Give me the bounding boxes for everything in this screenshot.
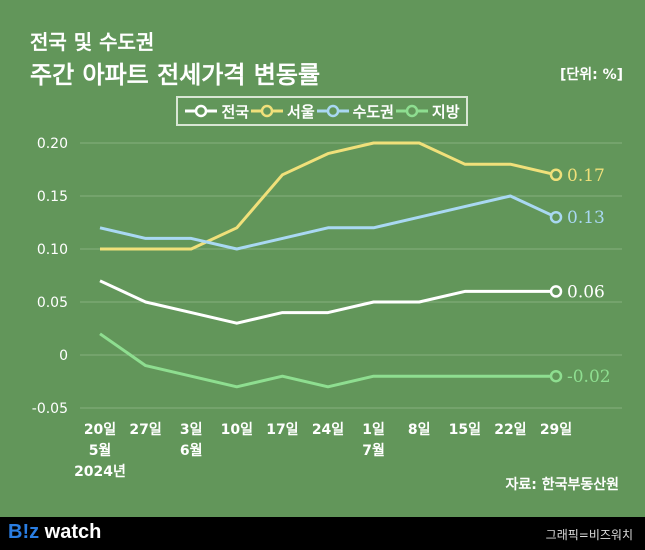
graphic-credit: 그래픽=비즈워치 bbox=[545, 528, 633, 542]
month-label: 6월 bbox=[180, 442, 203, 459]
chart-title-line2: 주간 아파트 전세가격 변동률 bbox=[30, 61, 321, 89]
legend-item: 지방 bbox=[395, 101, 460, 122]
legend-label: 지방 bbox=[431, 102, 460, 121]
legend-item: 전국 bbox=[184, 101, 249, 122]
month-label: 7월 bbox=[362, 442, 385, 459]
series-line-서울 bbox=[100, 141, 557, 251]
legend-marker-icon bbox=[251, 104, 284, 118]
x-tick-label: 24일 bbox=[312, 422, 344, 438]
legend-label: 수도권 bbox=[352, 102, 394, 121]
x-tick-label: 3일 bbox=[180, 422, 203, 438]
x-tick-label: 17일 bbox=[266, 422, 298, 438]
legend: 전국 서울 수도권 지방 bbox=[176, 96, 468, 126]
series-line-수도권 bbox=[99, 194, 557, 251]
end-value-label: 0.06 bbox=[567, 282, 605, 302]
legend-item: 수도권 bbox=[316, 101, 394, 122]
legend-marker-icon bbox=[185, 104, 218, 118]
series-line-전국 bbox=[99, 279, 556, 325]
x-tick-label: 20일 bbox=[84, 422, 116, 438]
footer: B!z watch 그래픽=비즈워치 bbox=[0, 517, 645, 550]
month-label: 5월 bbox=[89, 442, 112, 459]
line-chart: 0.20 0.15 0.10 0.05 0 -0.05 20일 5월 27일 3일 6월 10일 17일… bbox=[32, 136, 622, 480]
x-tick-label: 8일 bbox=[408, 422, 431, 438]
legend-item: 서울 bbox=[250, 101, 315, 122]
x-tick-label: 29일 bbox=[540, 422, 572, 438]
y-tick-label: 0.05 bbox=[37, 295, 68, 311]
legend-label: 전국 bbox=[221, 102, 250, 121]
bizwatch-logo: B!z watch bbox=[8, 521, 102, 543]
legend-marker-icon bbox=[395, 104, 428, 118]
year-label: 2024년 bbox=[74, 464, 126, 480]
end-point-marker bbox=[549, 285, 563, 298]
series-line-지방 bbox=[99, 332, 556, 389]
end-point-marker bbox=[549, 168, 563, 182]
unit-label: [단위: %] bbox=[559, 67, 623, 83]
end-point-marker bbox=[549, 369, 563, 383]
end-value-label: 0.13 bbox=[567, 208, 605, 228]
y-tick-label: 0.15 bbox=[37, 189, 68, 205]
source-label: 자료: 한국부동산원 bbox=[505, 477, 619, 493]
y-tick-label: 0.10 bbox=[37, 242, 68, 258]
y-tick-label: 0 bbox=[59, 348, 68, 364]
end-value-label: -0.02 bbox=[567, 367, 611, 387]
chart-title-line1: 전국 및 수도권 bbox=[30, 30, 155, 54]
x-tick-label: 22일 bbox=[494, 422, 526, 438]
y-tick-label: 0.20 bbox=[37, 136, 68, 152]
legend-marker-icon bbox=[316, 104, 349, 118]
end-point-marker bbox=[549, 210, 563, 224]
x-tick-label: 27일 bbox=[129, 422, 161, 438]
y-tick-label: -0.05 bbox=[32, 401, 68, 417]
x-tick-label: 1일 bbox=[362, 422, 385, 438]
x-tick-label: 15일 bbox=[449, 422, 481, 438]
legend-label: 서울 bbox=[287, 102, 315, 121]
x-tick-label: 10일 bbox=[221, 422, 253, 438]
end-value-label: 0.17 bbox=[567, 166, 605, 186]
